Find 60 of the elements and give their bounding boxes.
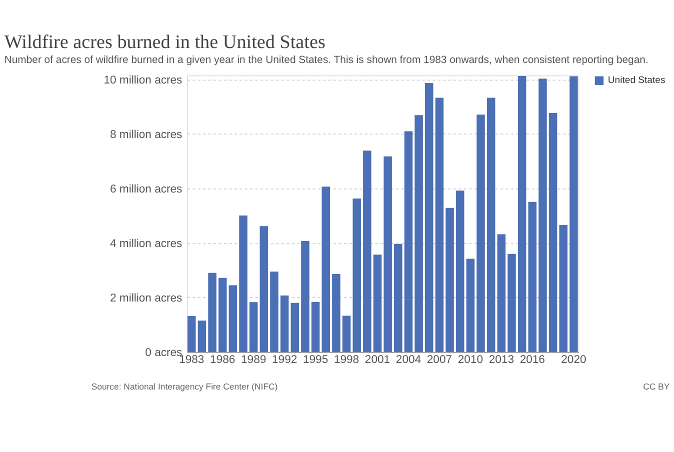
bar [280,296,289,352]
x-tick-label: 2010 [458,354,483,366]
bar [570,76,578,352]
bar [394,244,402,352]
y-tick-label: 6 million acres [110,183,183,196]
text: CC BY [643,381,670,392]
bar [352,198,361,352]
bar [187,316,196,352]
x-tick-label: 1992 [272,354,298,366]
bar [548,112,558,352]
bar [270,272,278,352]
chart-subtitle: Number of acres of wildfire burned in a given year in the United States. This is shown from 1983 onwards, when consistent reporting began. [4,54,648,66]
x-tick-label: 1995 [302,354,328,366]
bar [384,156,392,352]
bar [466,258,475,352]
bar [446,208,454,352]
bar [208,272,216,352]
source-note: Source: National Interagency Fire Center (NIFC) [91,381,278,392]
bar [508,254,516,352]
bar [497,234,506,352]
bar [322,186,330,352]
x-tick-label: 2020 [561,354,586,366]
y-tick-label: 2 million acres [110,292,183,304]
bar [518,76,526,352]
bar [373,254,382,352]
x-tick-label: 2004 [396,354,422,366]
x-tick-label: 1998 [334,354,360,366]
bar [538,78,547,352]
bar [559,224,568,352]
bar [311,302,320,352]
y-tick-label: 10 million acres [104,74,183,86]
bar [239,215,248,352]
bar [435,98,444,352]
bar [414,115,423,352]
bar [301,241,310,352]
y-tick-label: 8 million acres [110,128,183,141]
bar [218,278,227,352]
bar [456,190,464,352]
bar [528,202,537,352]
x-tick-label: 2013 [488,354,514,366]
x-tick-label: 1986 [210,354,236,366]
bar [260,226,268,352]
x-tick-label: 1989 [241,354,266,366]
bar [476,114,485,352]
x-tick-label: 2016 [520,354,545,366]
bar [332,274,340,352]
x-tick-label: 2007 [426,354,452,366]
chart-title: Wildfire acres burned in the United States [4,32,326,54]
bar [486,98,496,352]
bar [228,285,238,352]
y-tick-label: 4 million acres [110,238,183,250]
bar [290,302,300,352]
legend-label: United States [608,75,666,86]
bar [404,131,413,352]
bar [363,150,372,352]
x-tick-label: 2001 [364,354,390,366]
bar [198,320,206,352]
bar [249,302,258,352]
bar [424,83,434,352]
bar [342,316,351,352]
